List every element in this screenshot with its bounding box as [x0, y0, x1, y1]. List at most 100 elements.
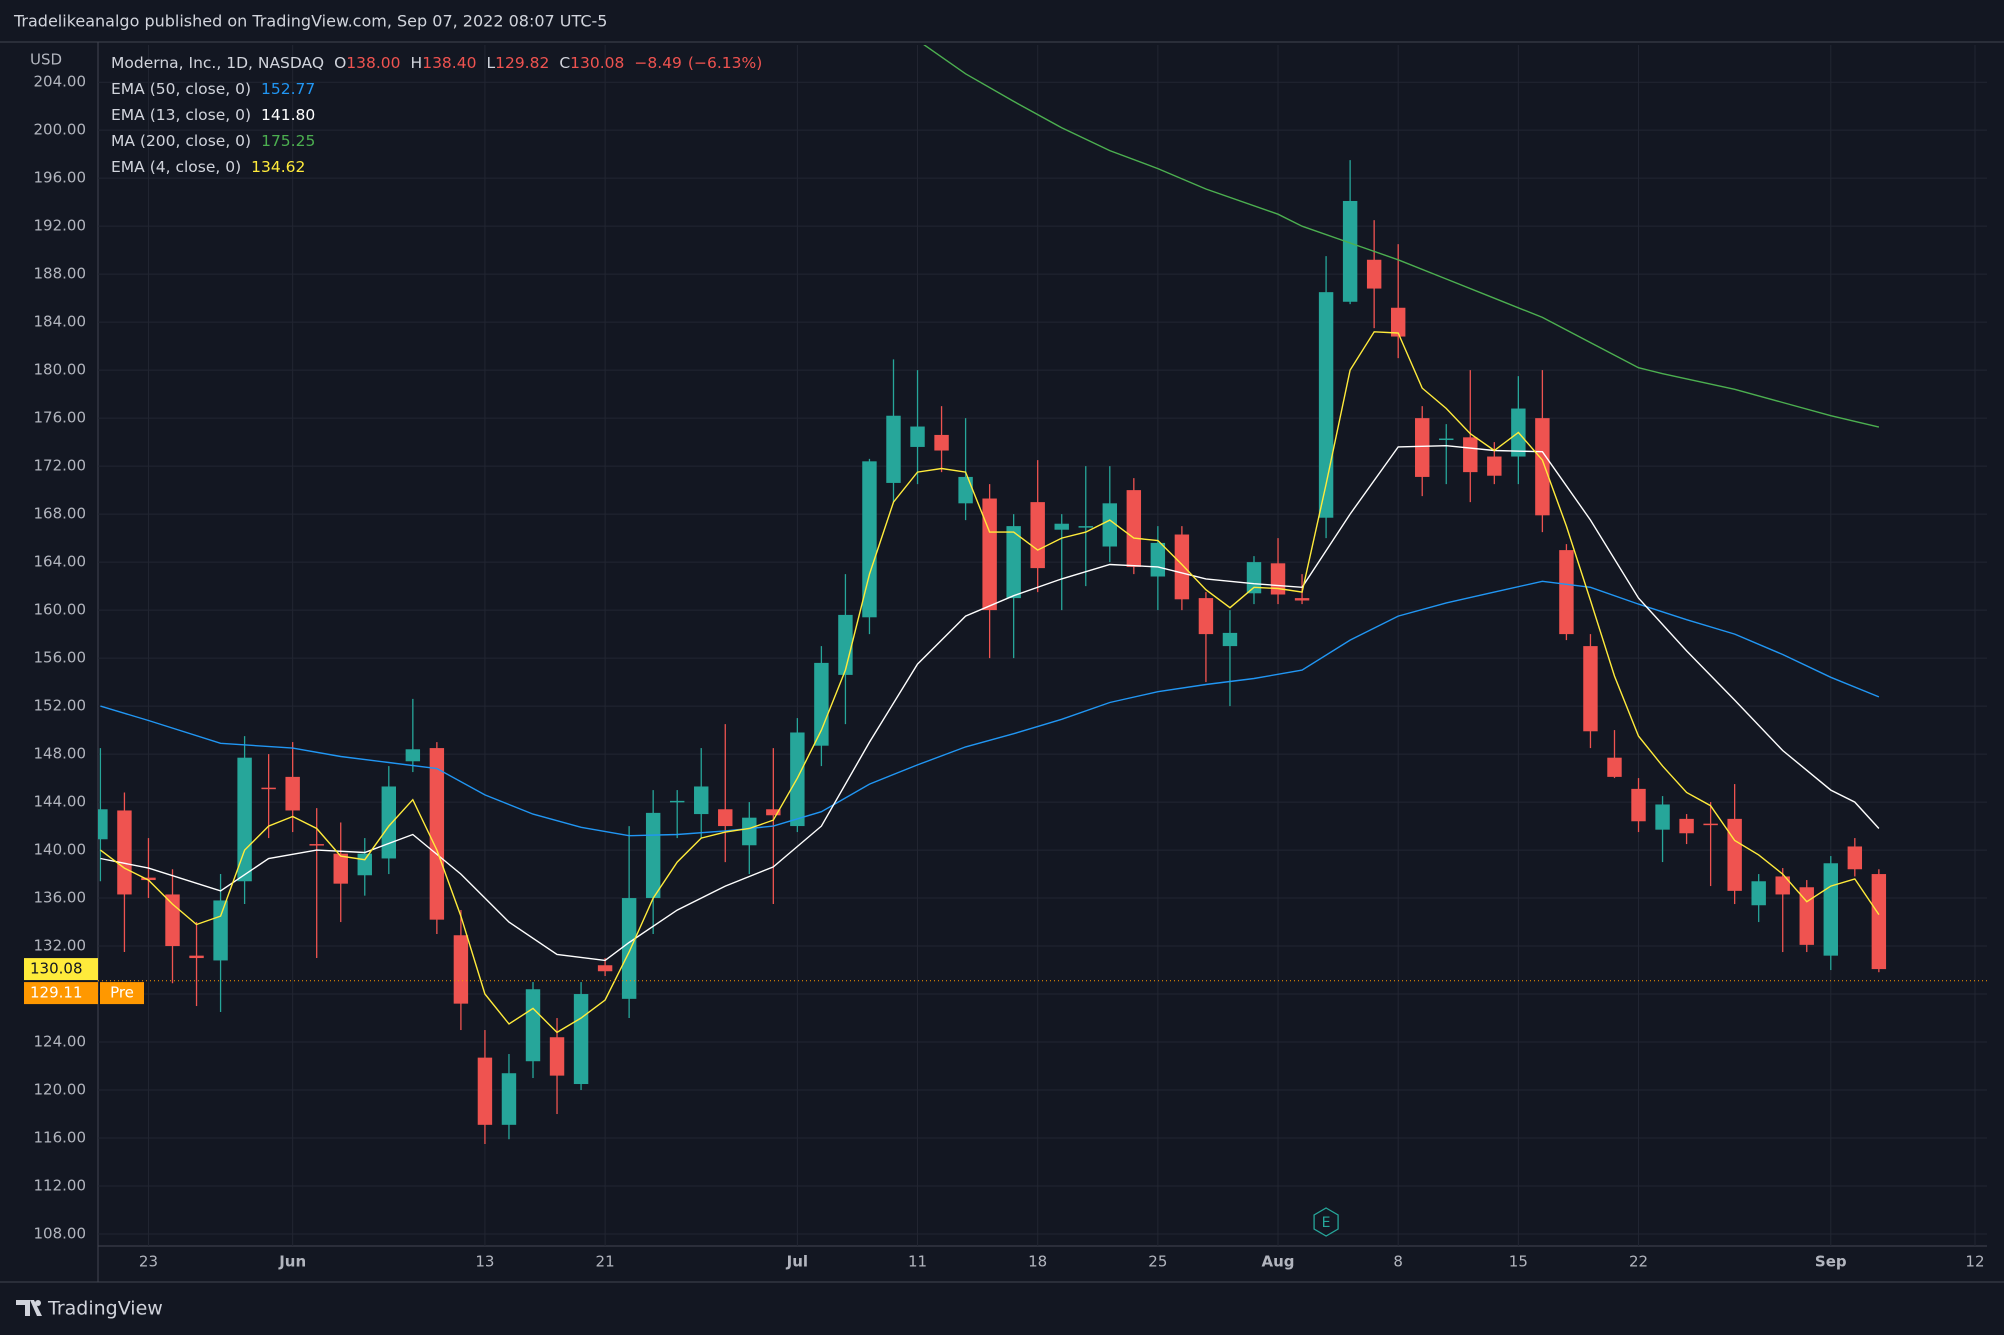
- legend: Moderna, Inc., 1D, NASDAQ O138.00 H138.40 L…: [111, 54, 762, 176]
- legend-name: EMA (13, close, 0): [111, 106, 251, 124]
- candle-body: [1559, 550, 1574, 635]
- x-tick-label: 18: [1028, 1253, 1047, 1271]
- candle-body: [1823, 863, 1838, 956]
- y-tick-label: 180.00: [34, 361, 87, 379]
- premarket-badge: [100, 982, 144, 1005]
- candle-body: [1102, 503, 1118, 547]
- x-tick-label: 12: [1965, 1253, 1984, 1271]
- ohlc-value: 138.00: [346, 54, 400, 72]
- candle-body: [1655, 804, 1670, 830]
- candle-body: [309, 844, 324, 846]
- candle-body: [98, 809, 108, 840]
- candle-body: [1583, 646, 1598, 732]
- legend-row: EMA (50, close, 0) 152.77: [111, 80, 315, 98]
- premarket-label: 129.11: [30, 984, 83, 1002]
- y-tick-label: 200.00: [34, 121, 87, 139]
- y-tick-label: 140.00: [34, 841, 87, 859]
- plot: [98, 45, 1987, 1145]
- legend-name: EMA (4, close, 0): [111, 158, 241, 176]
- candle-body: [261, 787, 276, 790]
- indicator-line: [923, 45, 1880, 428]
- ohlc-value: 129.82: [495, 54, 549, 72]
- axes: 108.00112.00116.00120.00124.00128.00132.…: [24, 73, 1985, 1271]
- legend-name: MA (200, close, 0): [111, 132, 251, 150]
- indicator-line: [100, 580, 1880, 837]
- event-marker: [1313, 1207, 1339, 1237]
- candle-body: [1847, 846, 1863, 870]
- tradingview-logo: [16, 1300, 42, 1316]
- legend-value: 141.80: [261, 106, 315, 124]
- y-tick-label: 164.00: [34, 553, 87, 571]
- candle-body: [838, 614, 853, 675]
- candle-body: [621, 898, 637, 999]
- publish-header: Tradelikeanalgo published on TradingView…: [13, 12, 607, 31]
- x-tick-label: 11: [908, 1253, 927, 1271]
- y-tick-label: 156.00: [34, 649, 87, 667]
- legend-row: EMA (4, close, 0) 134.62: [111, 158, 305, 176]
- legend-value: 134.62: [251, 158, 305, 176]
- y-tick-label: 160.00: [34, 601, 87, 619]
- x-tick-label: Sep: [1815, 1253, 1847, 1271]
- candle-body: [1246, 562, 1262, 594]
- y-tick-label: 132.00: [34, 937, 87, 955]
- last-price-label: 130.08: [30, 960, 83, 978]
- candle-body: [1703, 823, 1718, 826]
- candle-body: [1487, 456, 1502, 476]
- x-tick-label: Jun: [278, 1253, 306, 1271]
- legend-row: MA (200, close, 0) 175.25: [111, 132, 315, 150]
- candle-body: [1463, 437, 1478, 473]
- legend-name: EMA (50, close, 0): [111, 80, 251, 98]
- candle-body: [1174, 534, 1190, 600]
- candle-body: [910, 426, 925, 447]
- candle-body: [694, 786, 709, 815]
- ohlc-key: O: [334, 54, 346, 72]
- candle-body: [1775, 876, 1790, 895]
- ohlc-key: L: [486, 54, 495, 72]
- candle-body: [1871, 874, 1887, 970]
- candle-body: [549, 1037, 565, 1076]
- y-tick-label: 192.00: [34, 217, 87, 235]
- candle-body: [1439, 438, 1454, 441]
- candle-body: [1607, 757, 1622, 777]
- y-tick-label: 196.00: [34, 169, 87, 187]
- premarket-badge-text: Pre: [110, 984, 134, 1002]
- candle-body: [213, 900, 228, 961]
- premarket-tag: [24, 982, 98, 1005]
- candle-body: [1150, 542, 1166, 577]
- candle-body: [141, 877, 156, 881]
- event-label: E: [1322, 1215, 1331, 1231]
- candle-body: [886, 415, 901, 483]
- y-tick-label: 148.00: [34, 745, 87, 763]
- y-tick-label: 116.00: [34, 1129, 87, 1147]
- candle-body: [1294, 598, 1310, 601]
- candle-body: [1390, 307, 1406, 337]
- x-tick-label: 21: [596, 1253, 615, 1271]
- candle-body: [525, 989, 541, 1062]
- y-tick-label: 176.00: [34, 409, 87, 427]
- ohlc-key: C: [559, 54, 570, 72]
- candle-body: [237, 757, 252, 882]
- candle-body: [501, 1073, 517, 1125]
- candle-body: [645, 812, 661, 899]
- logo-dot: [35, 1300, 41, 1306]
- candle-body: [117, 810, 132, 895]
- candle-body: [405, 749, 421, 762]
- x-tick-label: 13: [475, 1253, 494, 1271]
- x-tick-label: Aug: [1262, 1253, 1295, 1271]
- x-tick-label: 23: [139, 1253, 158, 1271]
- y-tick-label: 136.00: [34, 889, 87, 907]
- candle-body: [1054, 523, 1069, 530]
- candle-body: [1006, 526, 1021, 599]
- candle-body: [1222, 632, 1238, 647]
- ohlc-key: H: [411, 54, 423, 72]
- candle-body: [982, 498, 997, 611]
- ohlc-value: 130.08: [570, 54, 624, 72]
- brand: TradingView: [47, 1298, 163, 1320]
- candle-body: [814, 662, 829, 746]
- candle-body: [958, 476, 973, 504]
- y-tick-label: 124.00: [34, 1033, 87, 1051]
- candle-body: [381, 786, 397, 859]
- candle-body: [742, 817, 757, 846]
- y-tick-label: 112.00: [34, 1177, 87, 1195]
